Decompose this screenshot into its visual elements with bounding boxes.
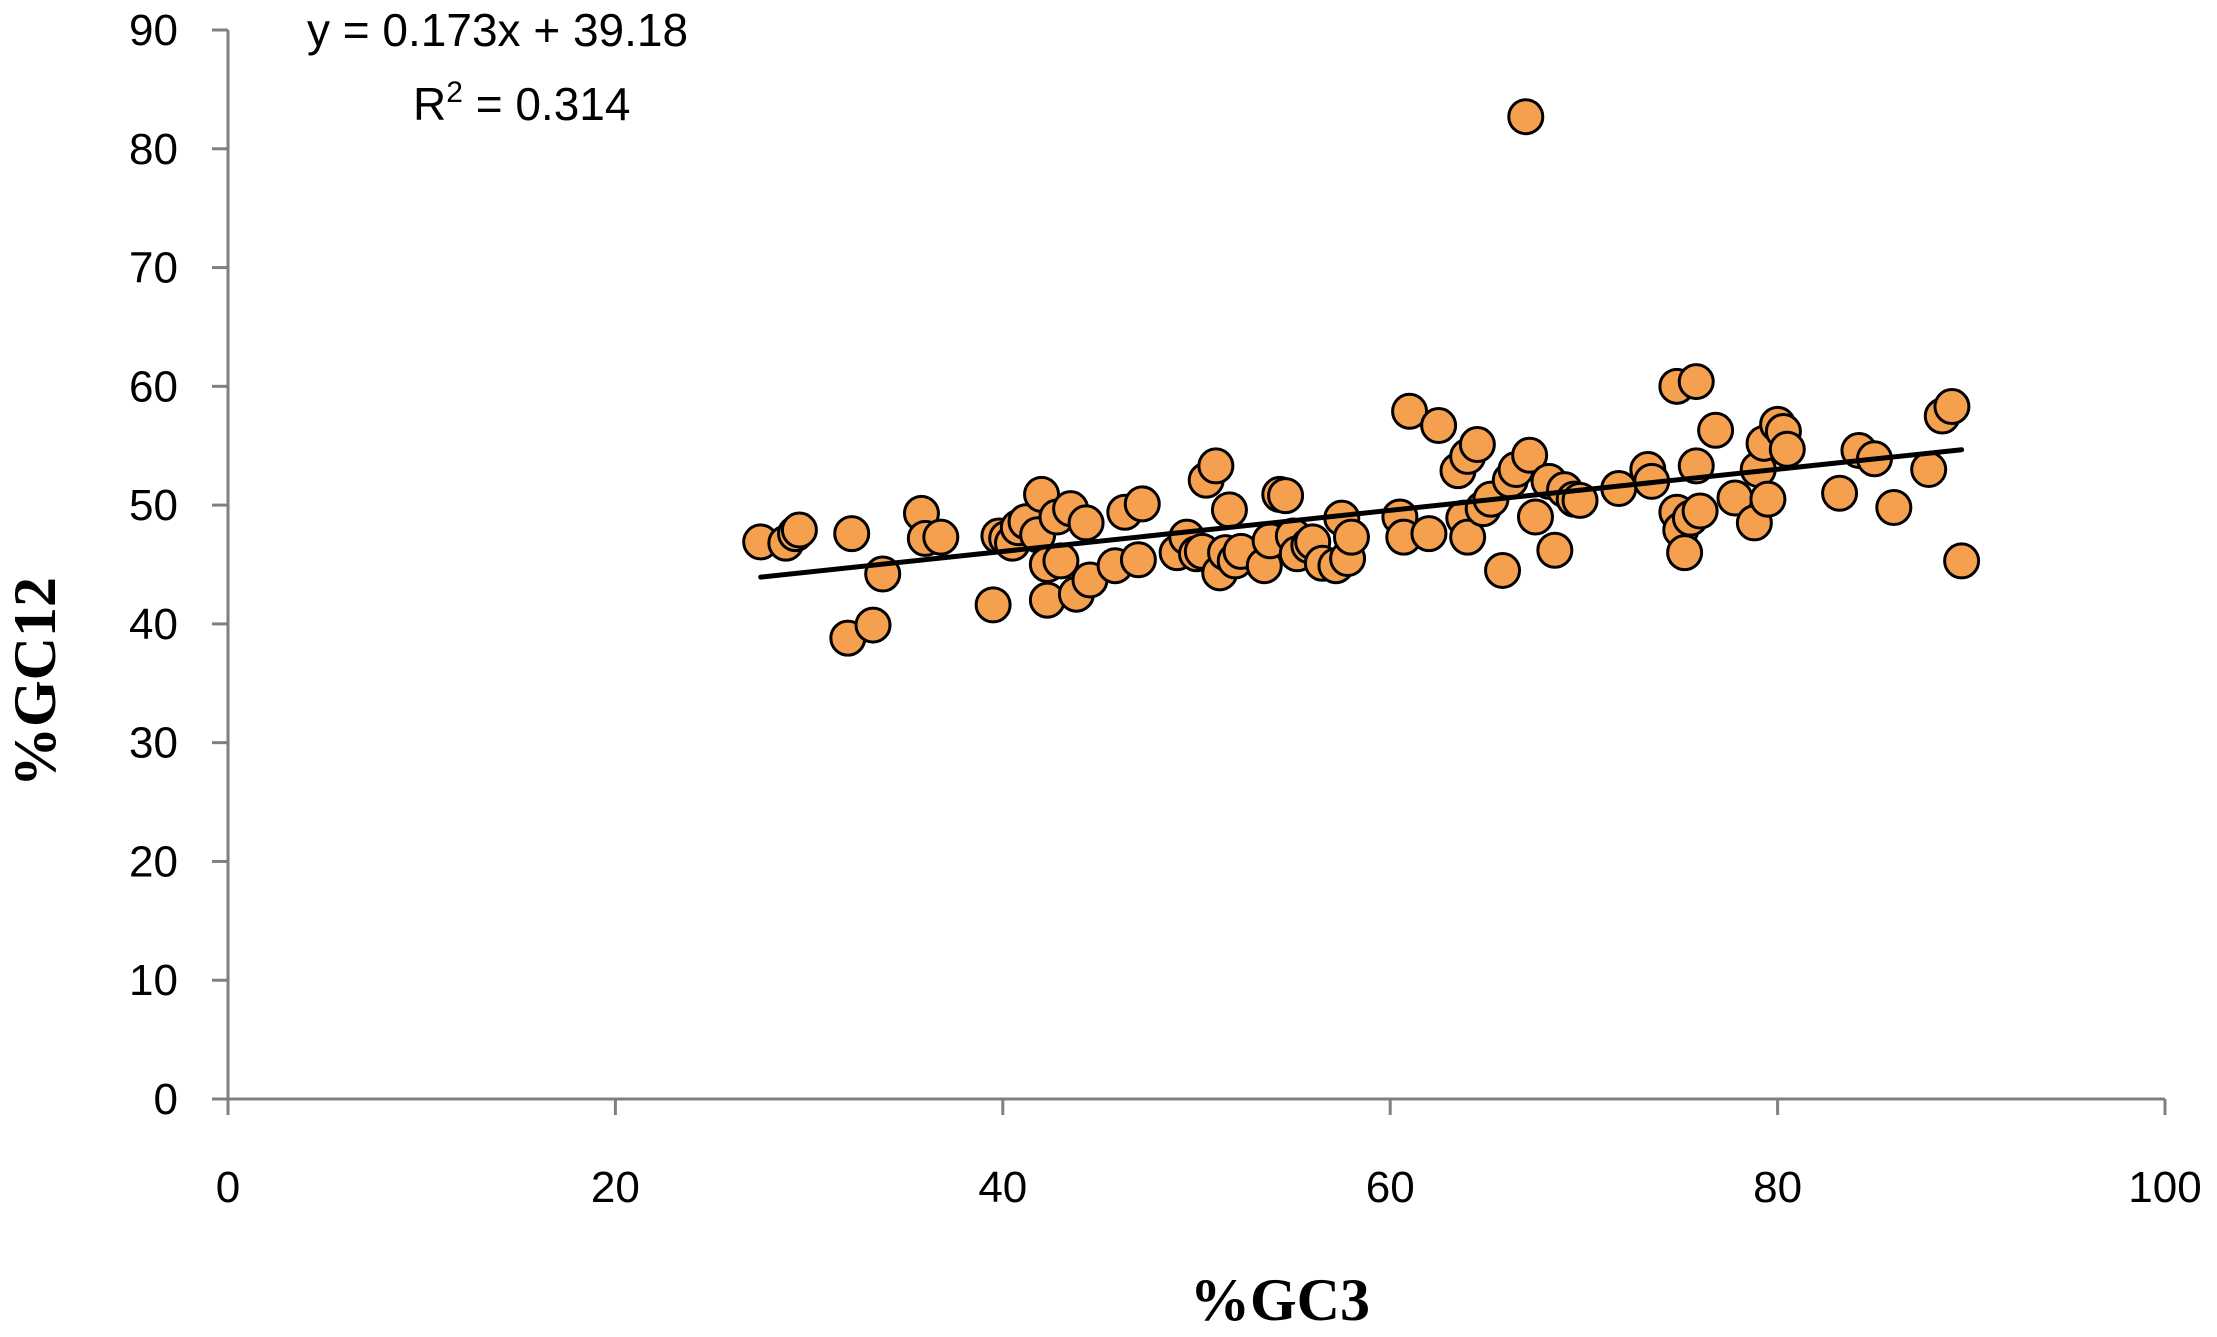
x-tick-label: 40 (978, 1163, 1027, 1212)
y-tick-label: 70 (129, 244, 178, 293)
axes (226, 30, 2165, 1101)
y-tick-label: 10 (129, 956, 178, 1005)
y-tick-label: 40 (129, 600, 178, 649)
data-point (1210, 491, 1248, 529)
x-axis-ticks: 0 20 40 60 80 100 (216, 1099, 2202, 1212)
data-point (1420, 407, 1458, 445)
data-point (854, 606, 892, 644)
data-point (1123, 485, 1161, 523)
data-point (1458, 426, 1496, 464)
data-point (1067, 504, 1105, 542)
trendline (758, 447, 1965, 580)
y-tick-label: 0 (154, 1075, 178, 1124)
data-point (1119, 541, 1157, 579)
y-axis-ticks: 0 10 20 30 40 50 60 70 80 90 (129, 6, 228, 1124)
data-point (1666, 534, 1704, 572)
data-point (1536, 531, 1574, 569)
data-point (1511, 436, 1549, 474)
data-point (1677, 447, 1715, 485)
data-point (974, 586, 1012, 624)
y-tick-label: 20 (129, 837, 178, 886)
trendline-equation: y = 0.173x + 39.18 (307, 4, 688, 56)
data-point (1681, 492, 1719, 530)
x-tick-label: 20 (591, 1163, 640, 1212)
r-squared-value: = 0.314 (463, 78, 631, 130)
data-point (1449, 518, 1487, 556)
y-tick-label: 60 (129, 362, 178, 411)
r-squared-superscript: 2 (446, 76, 463, 109)
data-point (1943, 542, 1981, 580)
data-point (1507, 98, 1545, 136)
y-tick-label: 30 (129, 719, 178, 768)
data-point (1768, 430, 1806, 468)
y-tick-label: 90 (129, 6, 178, 55)
x-tick-label: 60 (1366, 1163, 1415, 1212)
data-point (1875, 488, 1913, 526)
y-tick-label: 80 (129, 125, 178, 174)
x-axis-title: %GC3 (1190, 1267, 1370, 1333)
data-point (780, 511, 818, 549)
y-axis-title: %GC12 (2, 577, 68, 787)
data-point (1197, 447, 1235, 485)
r-squared-prefix: R (413, 78, 446, 130)
data-point (1821, 474, 1859, 512)
data-point (1267, 477, 1305, 515)
data-point (833, 515, 871, 553)
data-point (922, 518, 960, 556)
data-point (1910, 450, 1948, 488)
x-tick-label: 0 (216, 1163, 240, 1212)
data-point (1749, 480, 1787, 518)
data-point (1677, 363, 1715, 401)
data-point (1484, 551, 1522, 589)
y-tick-label: 50 (129, 481, 178, 530)
data-point (1391, 392, 1429, 430)
x-tick-label: 100 (2128, 1163, 2201, 1212)
data-point (1516, 498, 1554, 536)
data-point (1410, 515, 1448, 553)
x-tick-label: 80 (1753, 1163, 1802, 1212)
r-squared-label: R2 = 0.314 (413, 76, 630, 130)
data-point (1697, 411, 1735, 449)
data-points (742, 98, 1981, 657)
data-point (1332, 518, 1370, 556)
data-point (1933, 388, 1971, 426)
